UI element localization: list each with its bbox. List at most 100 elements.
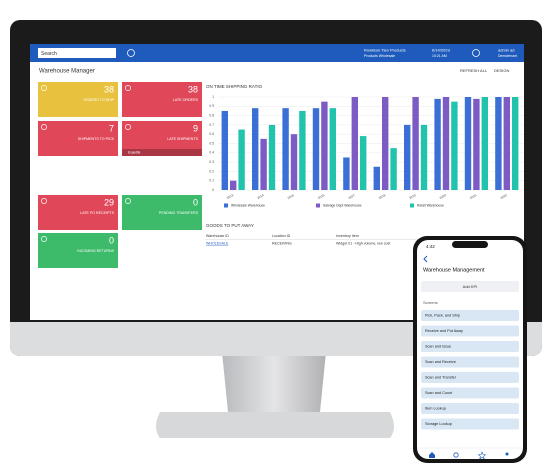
screen-item-label[interactable]: Scan and Count — [425, 391, 453, 395]
nav-profile[interactable] — [505, 452, 509, 456]
x-tick-label: 2018 — [378, 193, 386, 200]
screen-item-label[interactable]: Scan and Transfer — [425, 376, 457, 380]
table-cell: Widget 01 - High volume, low cost — [336, 241, 390, 245]
bar — [382, 97, 389, 190]
kpi-tile[interactable] — [38, 82, 118, 117]
screen-item-label[interactable]: Item Lookup — [425, 407, 446, 411]
tile-label: LATE SHIPMENTS — [167, 137, 198, 141]
bar — [312, 108, 320, 190]
tile-label: INCOMING RETURNS — [77, 249, 114, 253]
bar — [221, 110, 228, 190]
date[interactable]: 6/14/2023 — [432, 48, 451, 53]
bar — [299, 110, 306, 190]
phone-notch — [452, 241, 488, 248]
y-tick-label: 0.5 — [209, 141, 214, 145]
tile-icon — [41, 198, 47, 204]
x-tick-label: 2016 — [317, 193, 325, 200]
tile-icon — [41, 85, 47, 91]
tile-icon — [41, 236, 47, 242]
refresh-icon[interactable] — [127, 49, 135, 57]
tile-label: SHIPMENTS TO PICK — [78, 137, 115, 141]
kpi-tile[interactable] — [122, 195, 202, 230]
screen-item[interactable] — [421, 310, 519, 321]
screen-item[interactable] — [421, 403, 519, 414]
nav-home[interactable] — [429, 452, 435, 458]
action[interactable]: DESIGN — [494, 68, 509, 73]
bar — [390, 148, 397, 190]
bar — [238, 129, 245, 190]
screen-item[interactable] — [421, 356, 519, 368]
bar — [260, 138, 267, 190]
tile-footer-text[interactable]: Expedite — [128, 150, 141, 154]
company[interactable]: Rowlison Tien Products — [364, 48, 406, 53]
bar — [404, 124, 411, 190]
user-sub: Demotenant — [498, 54, 517, 58]
tile-value: 38 — [188, 84, 198, 94]
bar — [360, 136, 367, 190]
screen-item[interactable] — [421, 325, 519, 337]
tile-label: LATE ORDERS — [173, 98, 199, 102]
add-kpi-label[interactable]: Add KPI — [463, 284, 478, 289]
bar — [321, 101, 328, 190]
bar — [464, 97, 472, 190]
kpi-tile[interactable] — [38, 195, 118, 230]
search-text[interactable]: Search — [41, 51, 57, 57]
screen-item[interactable] — [421, 387, 519, 399]
screen-item-label[interactable]: Pick, Pack, and Ship — [425, 314, 460, 318]
screen-content: Search Rowlison Tien Products Products W… — [30, 44, 524, 268]
screen-item[interactable] — [421, 418, 519, 430]
tile-icon — [125, 124, 131, 130]
phone-title: Warehouse Management — [423, 267, 485, 273]
bar — [290, 134, 298, 190]
x-tick-label: 2021 — [469, 193, 477, 200]
kpi-tile[interactable] — [122, 121, 202, 156]
bar — [412, 97, 419, 190]
x-tick-label: 2020 — [439, 193, 447, 200]
legend-swatch — [410, 203, 414, 208]
section-label: Screens — [423, 300, 438, 305]
screen-item-label[interactable]: Storage Lookup — [425, 422, 452, 426]
time: 10:21 AM — [432, 54, 447, 58]
tile-label: LATE PO RECEIPTS — [80, 211, 114, 215]
bar — [473, 98, 480, 190]
screen-item[interactable] — [421, 372, 519, 383]
kpi-tile[interactable] — [122, 82, 202, 117]
legend-swatch — [224, 203, 228, 208]
tile-footer — [122, 149, 202, 156]
tile-value: 0 — [193, 197, 198, 207]
bar — [503, 97, 510, 190]
help-icon[interactable] — [472, 49, 480, 57]
chart-title: ON TIME SHIPPING RATIO — [206, 84, 263, 89]
bar — [268, 124, 276, 190]
add-kpi-button[interactable] — [421, 281, 519, 292]
column-header: Location ID — [272, 234, 291, 238]
bar — [373, 166, 380, 190]
nav-search[interactable] — [453, 452, 459, 458]
tile-icon — [41, 124, 47, 130]
company-sub: Products Wholesale — [364, 54, 395, 58]
search-box[interactable] — [38, 48, 116, 58]
user[interactable]: admin ad — [498, 48, 514, 53]
screen-item-label[interactable]: Scan and Receive — [425, 360, 456, 364]
bar — [282, 108, 289, 190]
table-cell[interactable]: WHOLESALE — [206, 241, 229, 245]
kpi-tile[interactable] — [38, 121, 118, 156]
kpi-tile[interactable] — [38, 233, 118, 268]
action[interactable]: REFRESH ALL — [460, 68, 488, 73]
tile-value: 9 — [193, 123, 198, 133]
back-icon[interactable] — [423, 255, 428, 263]
y-tick-label: 0.3 — [209, 160, 214, 164]
nav-favorites[interactable] — [477, 451, 487, 460]
tile-label: ORDERS TO SHIP — [83, 98, 114, 102]
legend-label[interactable]: Retail Warehouse — [417, 204, 444, 208]
screen-item-label[interactable]: Scan and Issue — [425, 345, 451, 349]
screen-item[interactable] — [421, 341, 519, 352]
legend-label[interactable]: Wholesale Warehouse — [231, 204, 265, 208]
screen-item-label[interactable]: Receive and Put Away — [425, 329, 463, 333]
y-tick-label: 0.8 — [209, 113, 214, 117]
bar — [252, 108, 259, 190]
bar — [495, 97, 502, 190]
legend-label[interactable]: Salvage Dept Warehouse — [323, 204, 362, 208]
bar — [442, 97, 450, 190]
